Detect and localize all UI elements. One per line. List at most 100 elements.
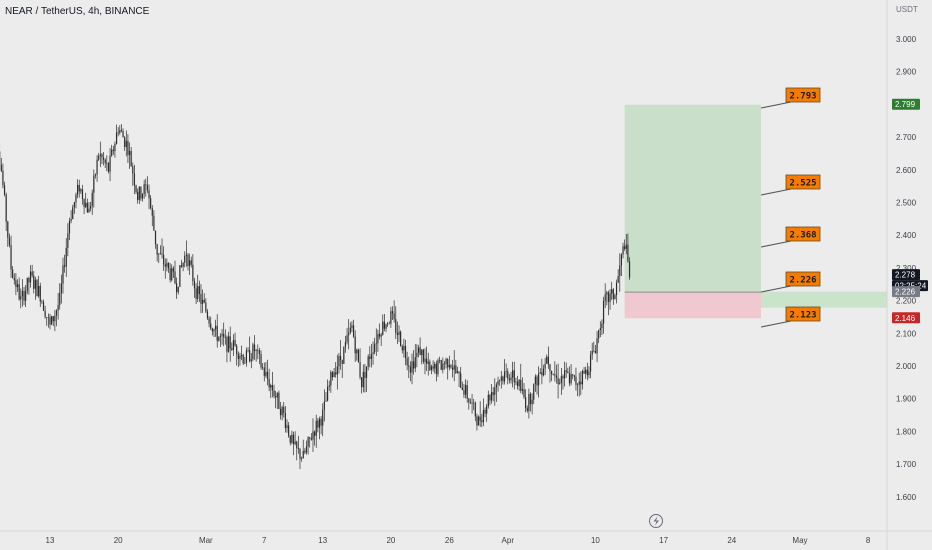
candle-body — [247, 350, 249, 351]
candle-body — [271, 385, 273, 391]
candle-body — [575, 376, 577, 385]
candle-body — [406, 358, 408, 366]
candle-body — [80, 189, 82, 192]
candle-body — [526, 408, 528, 411]
candle-body — [73, 202, 75, 208]
candle-body — [330, 372, 332, 386]
target-label-text: 2.793 — [789, 92, 816, 102]
candle-body — [512, 370, 514, 378]
candle-body — [427, 361, 429, 364]
candle-body — [197, 286, 199, 299]
candle-body — [492, 392, 494, 395]
candle-body — [494, 387, 496, 395]
candle-body — [546, 356, 548, 364]
price-tick-label: 2.400 — [896, 231, 917, 240]
candle-body — [34, 279, 36, 289]
candle-body — [132, 166, 134, 174]
candle-body — [5, 194, 7, 222]
candle-body — [127, 140, 129, 156]
candle-body — [596, 338, 598, 354]
candle-body — [586, 369, 588, 376]
target-label-box[interactable] — [785, 306, 821, 322]
price-scale-unit: USDT — [896, 5, 918, 14]
candle-body — [367, 356, 369, 367]
price-tick-label: 2.700 — [896, 133, 917, 142]
time-tick-label: 26 — [445, 536, 454, 545]
candle-body — [106, 163, 108, 164]
price-badge-text: 02:25:24 — [895, 282, 927, 291]
time-axis[interactable]: 13 20 Mar 7 13 20 26 Apr 10 17 24 May 8 — [46, 536, 871, 545]
candle-body — [70, 219, 72, 221]
candle-body — [185, 254, 187, 256]
candle-body — [284, 413, 286, 428]
candle-body — [464, 385, 467, 395]
target-label-box[interactable] — [785, 87, 821, 103]
candle-body — [193, 281, 196, 289]
candle-body — [111, 149, 113, 156]
candle-body — [378, 333, 381, 337]
candle-body — [573, 375, 575, 377]
candle-body — [448, 365, 450, 368]
candle-body — [257, 350, 259, 351]
candle-body — [51, 316, 53, 325]
target-label-box[interactable] — [785, 226, 821, 242]
candle-body — [383, 321, 386, 329]
candle-body — [266, 371, 269, 379]
candle-body — [542, 368, 545, 376]
candle-body — [627, 244, 629, 262]
candle-body — [495, 384, 498, 388]
candle-body — [388, 323, 390, 325]
candle-body — [487, 394, 489, 407]
replay-icon[interactable] — [649, 514, 663, 528]
candle-body — [275, 396, 277, 398]
candle-body — [419, 347, 421, 356]
price-tick-label: 2.100 — [896, 329, 917, 338]
candle-body — [547, 356, 549, 365]
price-tick-label: 2.300 — [896, 264, 917, 273]
candle-body — [236, 345, 238, 355]
target-label-box[interactable] — [785, 271, 821, 287]
candle-body — [281, 407, 283, 416]
candle-body — [312, 431, 314, 440]
profit-zone[interactable] — [624, 104, 762, 293]
candle-body — [625, 244, 627, 249]
candle-body — [628, 261, 631, 278]
candle-body — [119, 130, 121, 133]
candle-body — [426, 358, 428, 364]
candle-body — [0, 165, 2, 171]
candle-body — [76, 184, 79, 195]
candle-body — [232, 340, 235, 350]
candle-body — [469, 402, 472, 404]
candle-body — [65, 247, 67, 267]
candle-body — [255, 350, 257, 352]
loss-zone[interactable] — [624, 292, 762, 319]
candle-body — [72, 207, 74, 220]
candle-body — [336, 366, 338, 375]
candle-body — [101, 154, 103, 158]
candle-body — [607, 292, 610, 302]
candle-body — [442, 363, 444, 370]
candle-body — [346, 335, 348, 342]
price-axis[interactable]: 3.0002.9002.8002.7002.6002.5002.4002.300… — [896, 35, 917, 502]
price-tick-label: 1.800 — [896, 427, 917, 436]
candle-body — [602, 300, 605, 324]
candle-body — [20, 296, 22, 300]
candle-body — [270, 385, 272, 388]
target-label-box[interactable] — [785, 174, 821, 190]
time-tick-label: 13 — [46, 536, 55, 545]
candle-body — [362, 371, 364, 388]
symbol-title: NEAR / TetherUS, 4h, BINANCE — [5, 6, 150, 17]
candle-body — [528, 393, 530, 411]
candle-body — [156, 244, 158, 255]
candle-body — [49, 317, 51, 325]
candle-body — [417, 347, 420, 353]
candle-body — [208, 318, 210, 324]
candle-body — [614, 295, 616, 300]
candle-body — [460, 373, 462, 388]
candle-body — [18, 284, 20, 300]
candle-body — [473, 402, 475, 404]
candle-body — [78, 184, 80, 192]
candle-body — [593, 350, 595, 352]
